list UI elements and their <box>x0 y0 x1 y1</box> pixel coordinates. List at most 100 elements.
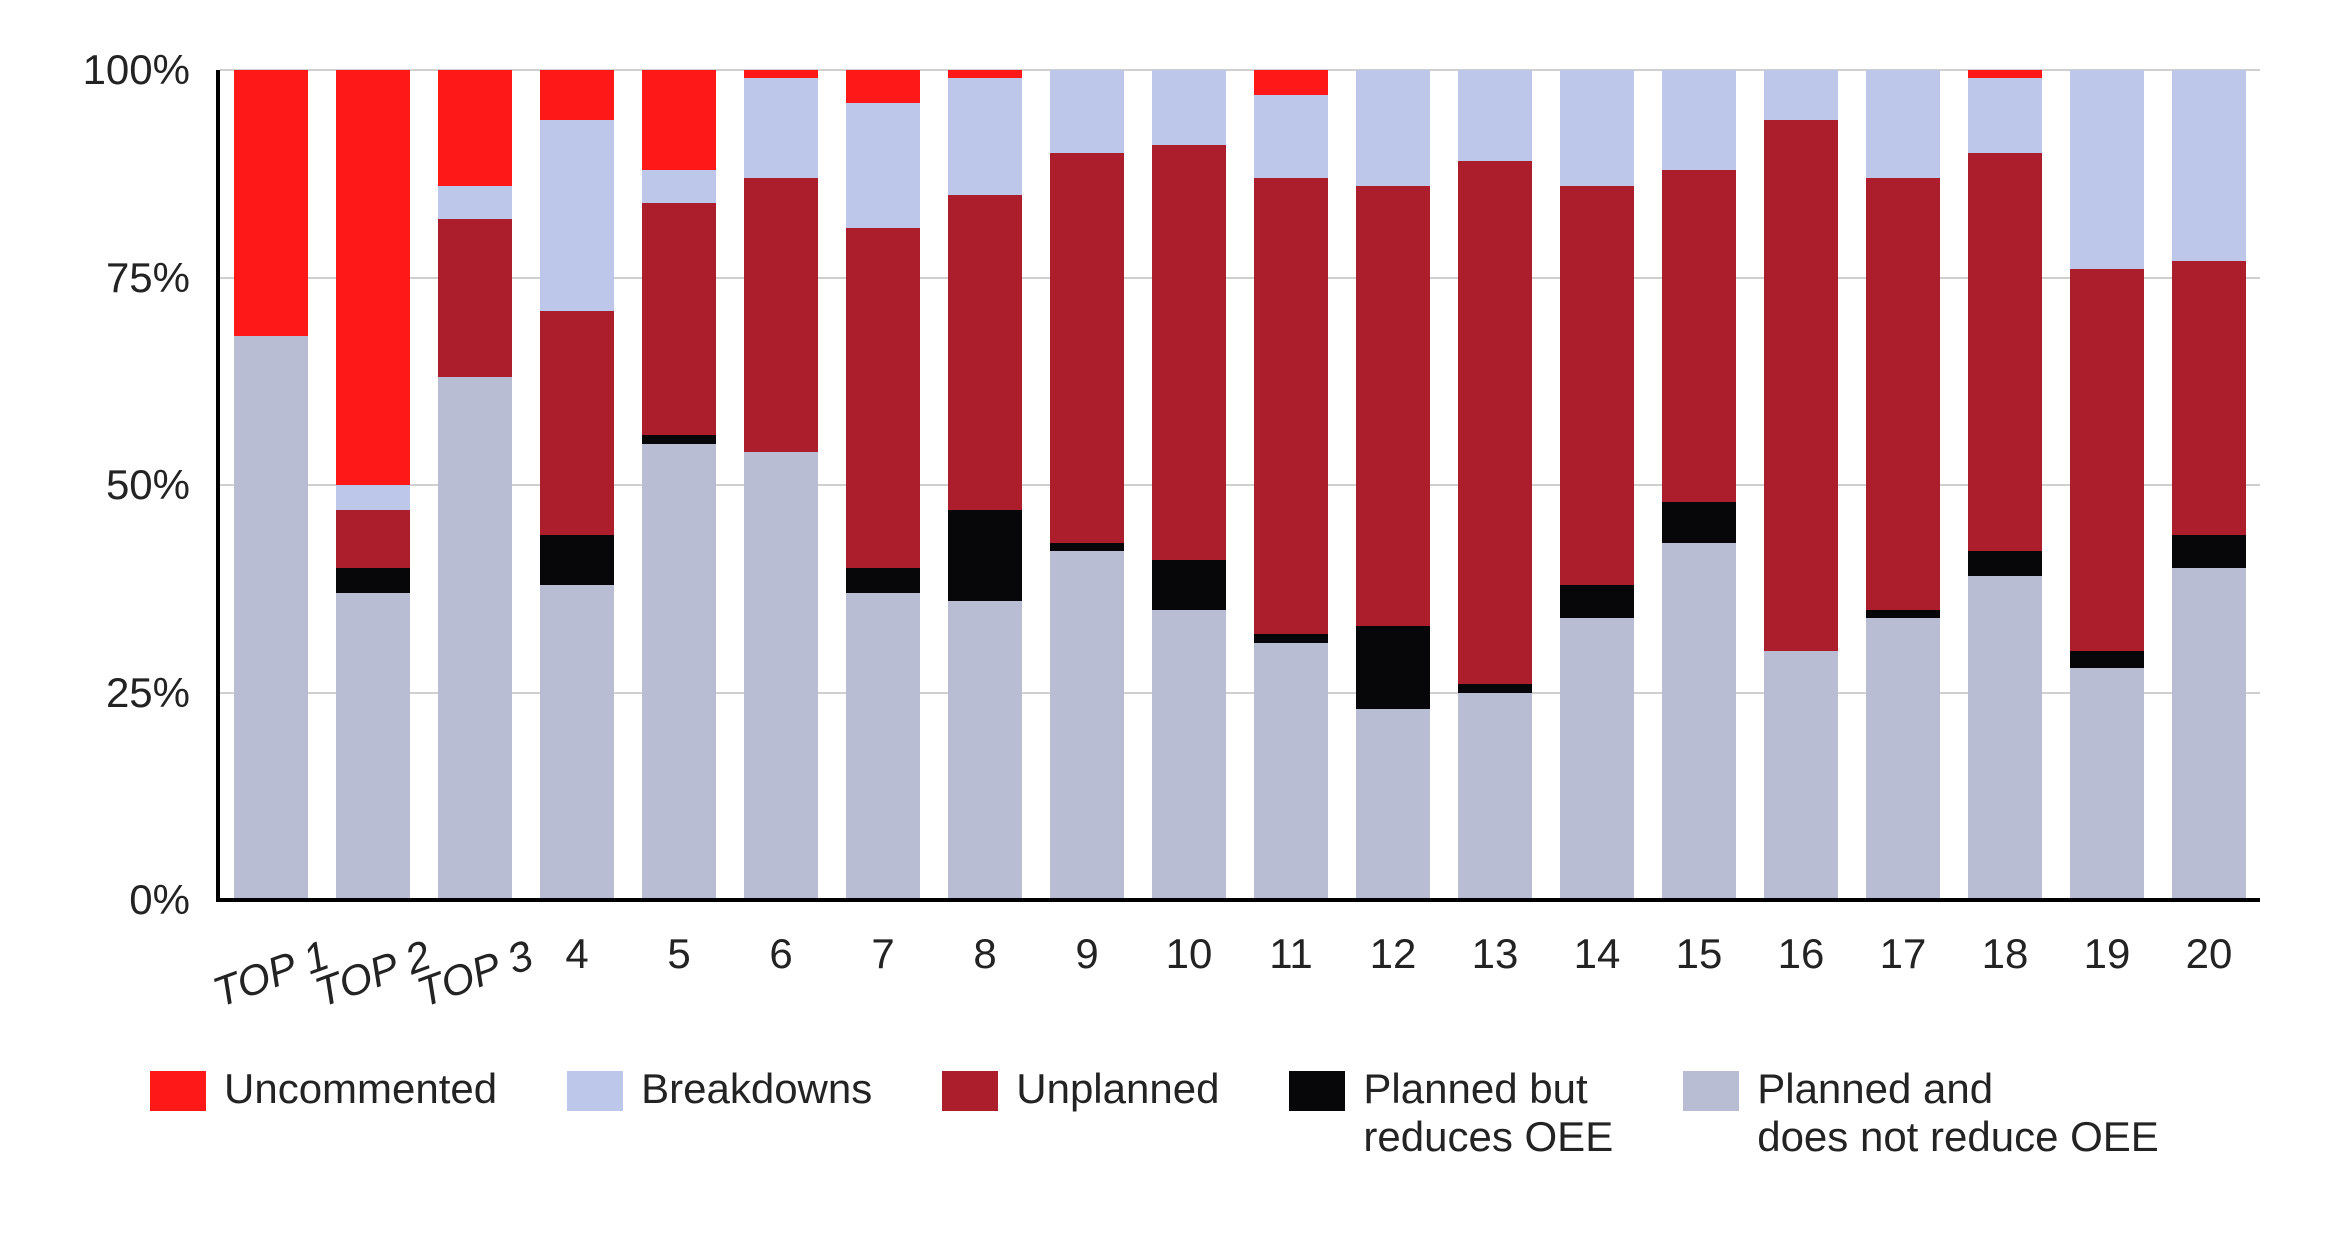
bar <box>1254 70 1327 900</box>
bar-segment-planned_no_reduce <box>1866 618 1939 900</box>
bar-segment-uncommented <box>642 70 715 170</box>
bar-segment-planned_reduce <box>1968 551 2041 576</box>
bar-segment-unplanned <box>1968 153 2041 551</box>
bar-segment-uncommented <box>234 70 307 336</box>
bar-segment-planned_reduce <box>1662 502 1735 544</box>
x-tick-label: 6 <box>769 930 792 978</box>
bar-segment-planned_no_reduce <box>948 601 1021 900</box>
x-tick-label: 9 <box>1075 930 1098 978</box>
bar-segment-breakdowns <box>438 186 511 219</box>
bar-segment-planned_no_reduce <box>642 444 715 901</box>
bar-segment-planned_reduce <box>1254 634 1327 642</box>
bar-segment-unplanned <box>744 178 817 452</box>
x-tick-label: 18 <box>1982 930 2029 978</box>
legend-swatch <box>1683 1071 1739 1111</box>
bar-segment-planned_no_reduce <box>1458 693 1531 901</box>
x-tick-label: 13 <box>1472 930 1519 978</box>
legend: Uncommented Breakdowns Unplanned Planned bu… <box>150 1065 2159 1162</box>
bar <box>2070 70 2143 900</box>
x-tick-label: 14 <box>1574 930 1621 978</box>
x-tick-label: 16 <box>1778 930 1825 978</box>
bar <box>2172 70 2245 900</box>
legend-item-uncommented: Uncommented <box>150 1065 497 1113</box>
bar-segment-planned_no_reduce <box>2070 668 2143 900</box>
y-axis-line <box>216 70 220 902</box>
bar-segment-planned_no_reduce <box>1152 610 1225 901</box>
y-tick-label: 0% <box>0 876 190 924</box>
legend-label: Planned and does not reduce OEE <box>1757 1065 2159 1162</box>
x-tick-label: 4 <box>565 930 588 978</box>
bar <box>1356 70 1429 900</box>
legend-item-planned_reduce: Planned but reduces OEE <box>1289 1065 1613 1162</box>
legend-swatch <box>150 1071 206 1111</box>
bar-segment-breakdowns <box>948 78 1021 194</box>
bar-segment-uncommented <box>1968 70 2041 78</box>
x-tick-label: 8 <box>973 930 996 978</box>
bar-segment-uncommented <box>846 70 919 103</box>
bar-segment-uncommented <box>948 70 1021 78</box>
bar <box>438 70 511 900</box>
legend-item-unplanned: Unplanned <box>942 1065 1219 1113</box>
legend-item-planned_no_reduce: Planned and does not reduce OEE <box>1683 1065 2159 1162</box>
bar-segment-breakdowns <box>1254 95 1327 178</box>
legend-label: Planned but reduces OEE <box>1363 1065 1613 1162</box>
bar-segment-unplanned <box>2070 269 2143 651</box>
x-tick-label: 5 <box>667 930 690 978</box>
bar-segment-breakdowns <box>1764 70 1837 120</box>
bar-segment-breakdowns <box>1866 70 1939 178</box>
x-tick-label: 17 <box>1880 930 1927 978</box>
bar-segment-uncommented <box>438 70 511 186</box>
bar-segment-unplanned <box>1254 178 1327 635</box>
bar-segment-unplanned <box>1152 145 1225 560</box>
bar-segment-uncommented <box>540 70 613 120</box>
x-tick-label: 20 <box>2186 930 2233 978</box>
bar-segment-planned_no_reduce <box>846 593 919 900</box>
bar-segment-unplanned <box>846 228 919 568</box>
bar-segment-planned_reduce <box>1458 684 1531 692</box>
bar-segment-unplanned <box>1764 120 1837 651</box>
bar-segment-planned_reduce <box>540 535 613 585</box>
bar-segment-unplanned <box>642 203 715 435</box>
legend-swatch <box>567 1071 623 1111</box>
bar-segment-planned_reduce <box>1050 543 1123 551</box>
x-tick-label: 10 <box>1166 930 1213 978</box>
bar-segment-unplanned <box>1356 186 1429 626</box>
bar-segment-planned_no_reduce <box>1254 643 1327 900</box>
bar-segment-breakdowns <box>1662 70 1735 170</box>
bar-segment-planned_no_reduce <box>336 593 409 900</box>
bar-segment-planned_no_reduce <box>2172 568 2245 900</box>
bar <box>744 70 817 900</box>
bar-segment-planned_reduce <box>2172 535 2245 568</box>
bar-segment-breakdowns <box>1458 70 1531 161</box>
bar-segment-unplanned <box>1458 161 1531 684</box>
bar-segment-breakdowns <box>642 170 715 203</box>
bar-segment-breakdowns <box>1152 70 1225 145</box>
bar-segment-uncommented <box>1254 70 1327 95</box>
bar-segment-planned_reduce <box>1356 626 1429 709</box>
bar-segment-planned_reduce <box>948 510 1021 601</box>
bar-segment-planned_reduce <box>2070 651 2143 668</box>
bar-segment-planned_no_reduce <box>1050 551 1123 900</box>
bar-segment-planned_reduce <box>642 435 715 443</box>
legend-label: Breakdowns <box>641 1065 872 1113</box>
y-tick-label: 50% <box>0 461 190 509</box>
plot-area <box>220 70 2260 900</box>
x-tick-label: 12 <box>1370 930 1417 978</box>
bar-segment-unplanned <box>336 510 409 568</box>
bar <box>1764 70 1837 900</box>
bar-segment-planned_reduce <box>336 568 409 593</box>
bar-segment-breakdowns <box>1560 70 1633 186</box>
bar-segment-planned_reduce <box>1152 560 1225 610</box>
bar-segment-breakdowns <box>744 78 817 178</box>
bar-segment-planned_no_reduce <box>540 585 613 900</box>
bar <box>336 70 409 900</box>
bar <box>540 70 613 900</box>
bar-segment-unplanned <box>1050 153 1123 543</box>
bar-segment-uncommented <box>744 70 817 78</box>
bar-segment-planned_no_reduce <box>1764 651 1837 900</box>
legend-swatch <box>942 1071 998 1111</box>
legend-label: Unplanned <box>1016 1065 1219 1113</box>
bar-segment-unplanned <box>948 195 1021 510</box>
bar <box>1458 70 1531 900</box>
bar-segment-planned_no_reduce <box>1662 543 1735 900</box>
